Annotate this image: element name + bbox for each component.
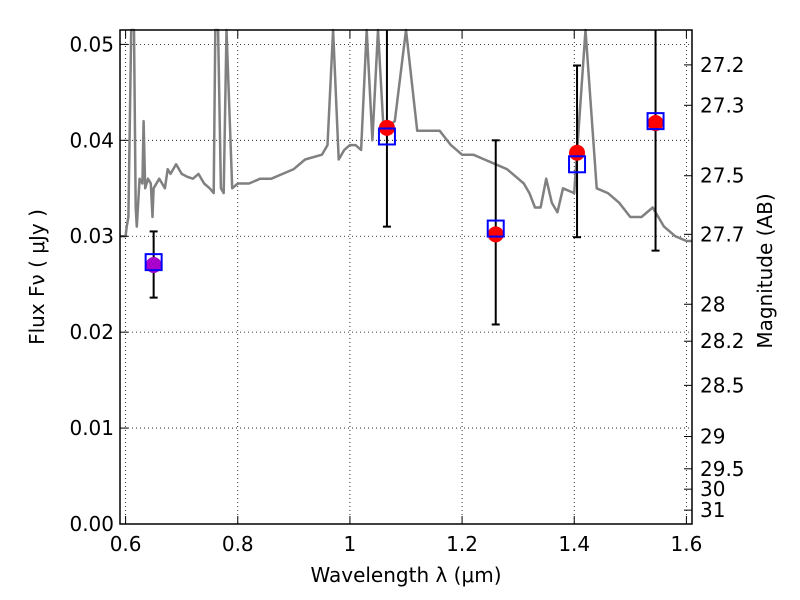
- model-photometry-point-2: [486, 219, 505, 238]
- x-tick-label-4: 1.4: [558, 532, 590, 556]
- grid-lines: [120, 30, 692, 525]
- right-tick-label-0: 27.2: [700, 53, 745, 77]
- model-photometry-point-1: [377, 127, 396, 146]
- observed-point-3: [569, 144, 586, 161]
- model-photometry-point-3: [568, 155, 587, 174]
- x-tick-label-3: 1.2: [446, 532, 478, 556]
- right-tick-label-7: 29: [700, 425, 725, 449]
- x-tick-label-2: 1: [344, 532, 357, 556]
- y-axis-ticks: 0.00 0.01 0.02 0.03 0.04 0.05: [69, 32, 128, 536]
- y-tick-label-4: 0.04: [69, 128, 114, 152]
- y-tick-label-3: 0.03: [69, 224, 114, 248]
- model-photometry-point-4: [646, 112, 665, 131]
- x-tick-label-5: 1.6: [670, 532, 702, 556]
- y-tick-label-0: 0.00: [69, 512, 114, 536]
- data-points: [144, 112, 665, 274]
- spectrum-line: [120, 28, 692, 243]
- right-tick-label-9: 30: [700, 477, 725, 501]
- right-tick-label-6: 28.5: [700, 373, 745, 397]
- plot-frame: [119, 29, 693, 525]
- right-tick-label-10: 31: [700, 498, 725, 522]
- model-photometry-point-0: [144, 253, 163, 272]
- x-axis-label: Wavelength λ (μm): [310, 563, 501, 587]
- y-axis-label: Flux Fν ( μJy ): [25, 209, 49, 345]
- right-axis-label: Magnitude (AB): [753, 193, 777, 348]
- y-tick-label-2: 0.02: [69, 320, 114, 344]
- observed-point-4: [647, 115, 664, 132]
- right-tick-label-8: 29.5: [700, 457, 745, 481]
- x-tick-label-0: 0.6: [110, 532, 142, 556]
- model-spectrum: [120, 28, 692, 243]
- right-tick-label-2: 27.5: [700, 164, 745, 188]
- right-tick-label-3: 27.7: [700, 222, 745, 246]
- right-tick-label-1: 27.3: [700, 93, 745, 117]
- y-tick-label-5: 0.05: [69, 32, 114, 56]
- right-tick-label-5: 28.2: [700, 329, 745, 353]
- observed-point-0: [145, 257, 162, 274]
- x-tick-label-1: 0.8: [222, 532, 254, 556]
- right-tick-label-4: 28: [700, 292, 725, 316]
- observed-point-2: [487, 226, 504, 243]
- y-tick-label-1: 0.01: [69, 416, 114, 440]
- x-axis-ticks: 0.6 0.8 1 1.2 1.4 1.6: [110, 30, 702, 556]
